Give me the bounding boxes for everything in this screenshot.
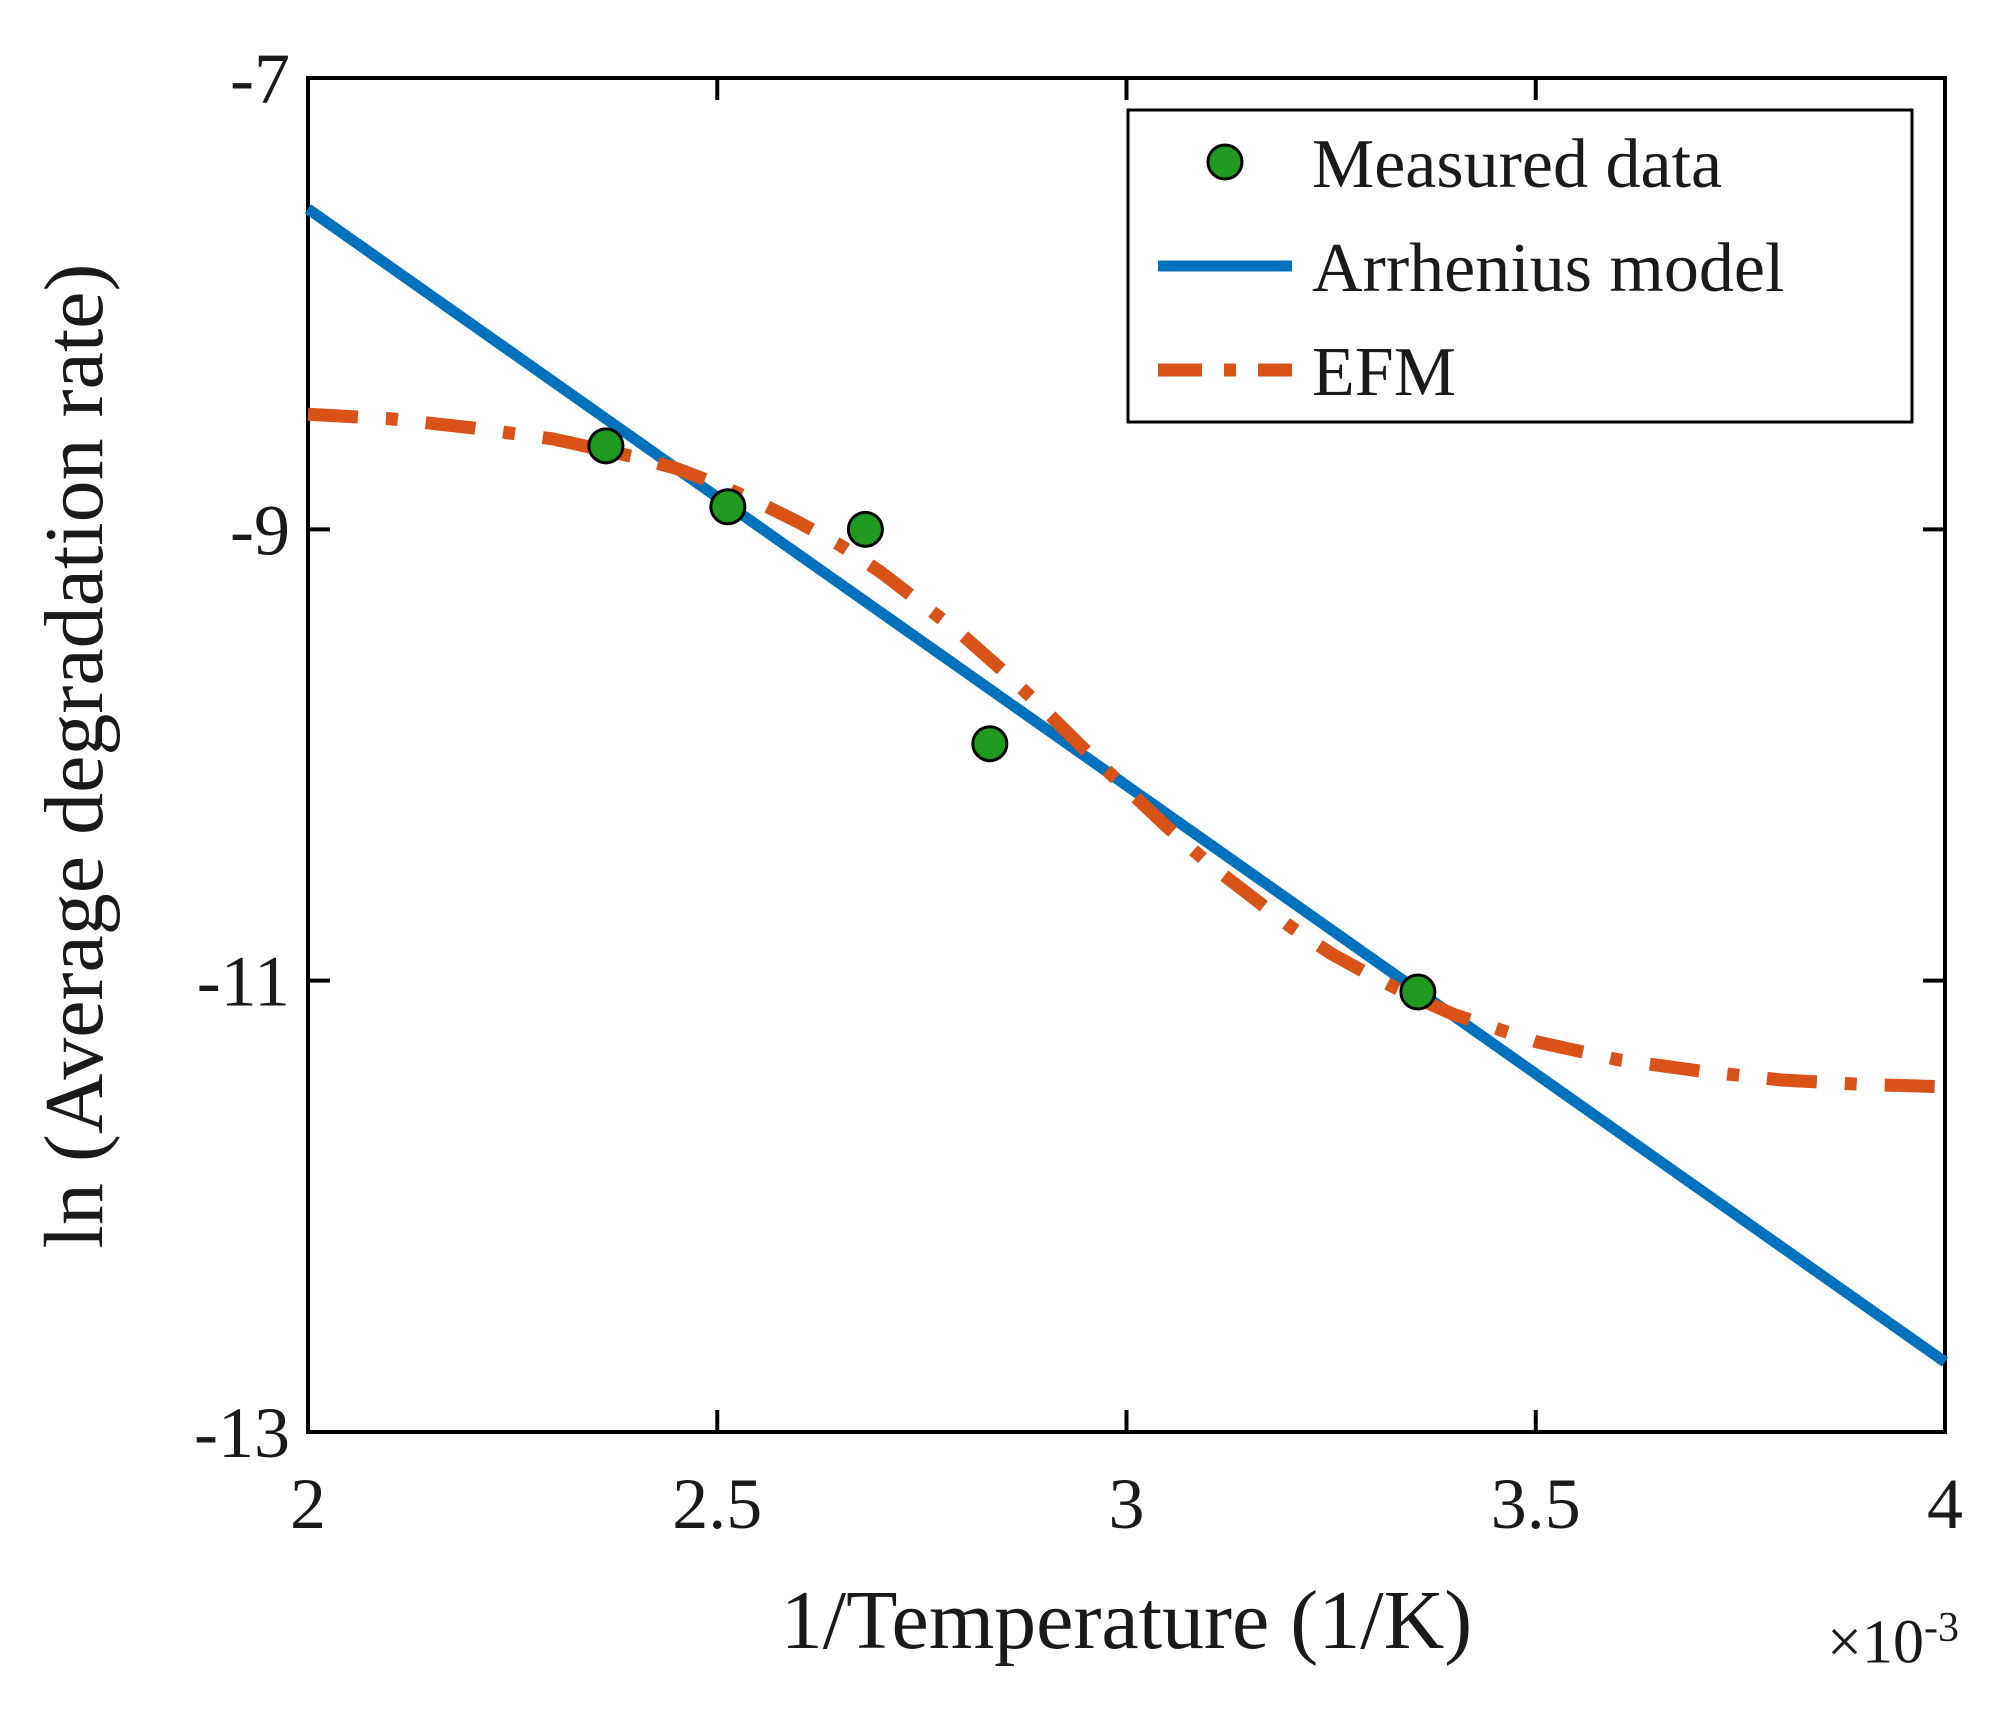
y-tick-label: -7 [230,39,290,119]
legend-label-efm: EFM [1312,334,1456,411]
legend-label-arrhenius-model: Arrhenius model [1312,230,1784,307]
x-tick-label: 3 [1109,1464,1145,1544]
x-axis-multiplier-base: ×10 [1827,1608,1924,1677]
x-tick-label: 2.5 [672,1464,762,1544]
legend-marker-measured-data [1206,143,1244,181]
data-point-measured-data [971,725,1009,763]
x-tick-label: 4 [1927,1464,1963,1544]
y-tick-label: -13 [194,1393,290,1473]
y-axis-label: ln (Average degradation rate) [28,263,121,1249]
data-point-measured-data [587,427,625,465]
x-axis-label: 1/Temperature (1/K) [780,1574,1473,1667]
y-tick-label: -11 [197,942,290,1022]
series-efm [307,407,1946,1094]
data-point-measured-data [1399,973,1437,1011]
data-point-measured-data [709,488,747,526]
legend-label-measured-data: Measured data [1312,126,1722,203]
x-axis-multiplier: ×10-3 [1827,1604,1959,1679]
x-axis-multiplier-exponent: -3 [1924,1605,1959,1651]
x-tick-label: 3.5 [1491,1464,1581,1544]
y-tick-label: -9 [230,490,290,570]
series-arrhenius-model [304,204,1949,1367]
x-tick-label: 2 [290,1464,326,1544]
data-point-measured-data [846,510,884,548]
